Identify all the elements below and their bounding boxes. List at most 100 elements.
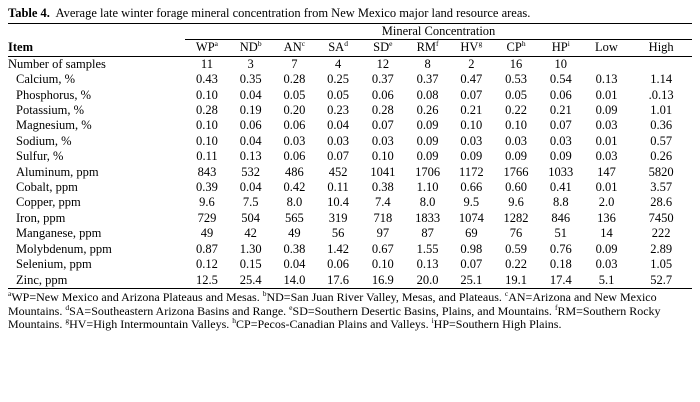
table-cell: 0.08	[416, 87, 439, 102]
table-cell: 222	[651, 226, 671, 241]
table-cell: 0.01	[595, 180, 618, 195]
footnote-text: WP=New Mexico and Arizona Plateaus and M…	[11, 289, 263, 304]
table-cell: 0.38	[283, 241, 306, 256]
column-header-an: ANc	[272, 39, 317, 57]
table-cell: 0.03	[327, 133, 350, 148]
table-cell: 1.55	[416, 241, 439, 256]
column-header-high: High	[630, 39, 692, 57]
table-cell: 0.09	[505, 149, 527, 164]
footnote-mark: f	[554, 302, 558, 312]
table-cell: 1.01	[650, 103, 673, 118]
footnotes: aWP=New Mexico and Arizona Plateaus and …	[8, 289, 692, 332]
table-cell: 56	[331, 226, 345, 241]
table-cell: 0.60	[505, 180, 527, 195]
footnote-text: CP=Pecos-Canadian Plains and Valleys.	[236, 317, 432, 332]
table-cell: 0.13	[416, 257, 439, 272]
footnote-text: RM=Southern Rocky Mountains.	[8, 303, 661, 332]
table-cell: 10	[554, 56, 568, 71]
table-row: Magnesium, % 0.10 0.06 0.06 0.04 0.07 0.09 0.10…	[8, 118, 692, 133]
table-cell: 14.0	[272, 272, 317, 289]
table-cell: 1706	[415, 164, 441, 179]
table-cell: 1282	[503, 210, 529, 225]
column-header-label: SD	[373, 40, 390, 55]
row-label: Phosphorus, %	[16, 87, 92, 102]
column-header-cp: CPh	[493, 39, 539, 57]
footnote-text: HP=Southern High Plains.	[433, 317, 562, 332]
table-cell: 718	[373, 210, 393, 225]
table-cell	[630, 56, 692, 72]
row-label: Molybdenum, ppm	[16, 241, 112, 256]
column-header-label: HV	[460, 40, 479, 55]
table-cell: 0.04	[239, 180, 262, 195]
column-header-hp: HPi	[538, 39, 583, 57]
table-cell: 20.0	[405, 272, 450, 289]
footnote-mark: h	[232, 316, 237, 326]
table-cell: 1172	[459, 164, 484, 179]
table-cell: 1041	[370, 164, 396, 179]
column-header-hv: HVg	[449, 39, 494, 57]
group-header: Mineral Concentration	[185, 22, 692, 41]
table-row: Number of samples 11 3 7 4 12 8 2 16 10	[8, 56, 692, 72]
table-cell: 0.04	[239, 87, 262, 102]
table-cell: 0.10	[196, 87, 218, 102]
table-title: Table 4. Average late winter forage mine…	[8, 6, 692, 21]
table-cell: 51	[554, 226, 568, 241]
table-cell: 0.28	[283, 72, 306, 87]
table-cell: 0.01	[595, 133, 618, 148]
table-number: Table 4.	[8, 6, 50, 20]
table-cell: 846	[551, 210, 571, 225]
table-cell: 3	[247, 56, 254, 71]
column-header-label: CP	[506, 40, 522, 55]
table-cell: 0.10	[196, 118, 218, 133]
table-cell: 0.07	[460, 87, 483, 102]
table-cell: 0.07	[549, 118, 572, 133]
column-header-label: WP	[195, 40, 215, 55]
table-cell: 0.37	[371, 72, 394, 87]
header-row-group: Mineral Concentration	[8, 22, 692, 41]
table-cell: 0.10	[505, 118, 527, 133]
table-cell: 0.43	[196, 72, 218, 87]
table-cell: 25.4	[228, 272, 273, 289]
table-cell: 0.04	[283, 257, 306, 272]
table-cell: 729	[197, 210, 217, 225]
table-cell: 0.13	[239, 149, 262, 164]
table-cell: 42	[244, 226, 257, 241]
table-cell: 16	[509, 56, 523, 71]
table-cell: 17.4	[538, 272, 583, 289]
table-cell: 1766	[503, 164, 529, 179]
footnote-mark: d	[65, 302, 70, 312]
row-label: Sodium, %	[16, 133, 72, 148]
table-cell: 1833	[415, 210, 441, 225]
column-header-sd: SDe	[359, 39, 406, 57]
table-cell: 4	[334, 56, 342, 71]
column-header-wp: WPa	[185, 39, 229, 57]
table-cell: 147	[597, 164, 616, 179]
table-cell: 0.26	[650, 149, 673, 164]
table-cell: 28.6	[650, 195, 673, 210]
table-cell: 565	[285, 210, 304, 225]
column-header-label: AN	[283, 40, 302, 55]
table-cell: 0.98	[460, 241, 483, 256]
table-cell: 319	[328, 210, 348, 225]
table-cell: 0.09	[595, 241, 618, 256]
table-cell: .0.13	[648, 87, 674, 102]
column-header-label: HP	[551, 40, 568, 55]
footnote-mark: e	[289, 302, 293, 312]
table-cell: 7	[291, 56, 298, 71]
column-header-footnote-mark: i	[567, 39, 570, 49]
table-cell: 76	[509, 226, 523, 241]
table-cell: 0.12	[196, 257, 218, 272]
table-cell: 532	[241, 164, 261, 179]
table-cell: 0.07	[460, 257, 483, 272]
table-cell: 0.03	[283, 133, 306, 148]
table-cell: 11	[200, 56, 213, 71]
column-header-nd: NDb	[228, 39, 273, 57]
table-cell: 7.5	[242, 195, 259, 210]
table-cell: 0.07	[371, 118, 394, 133]
table-cell: 0.76	[549, 241, 572, 256]
table-cell: 0.05	[505, 87, 527, 102]
table-cell: 0.03	[595, 118, 618, 133]
table-cell: 1074	[458, 210, 484, 225]
table-row: Sulfur, % 0.11 0.13 0.06 0.07 0.10 0.09 0.09 0.0…	[8, 149, 692, 164]
table-row: Copper, ppm 9.6 7.5 8.0 10.4 7.4 8.0 9.5 9.6 8.8 2…	[8, 195, 692, 210]
